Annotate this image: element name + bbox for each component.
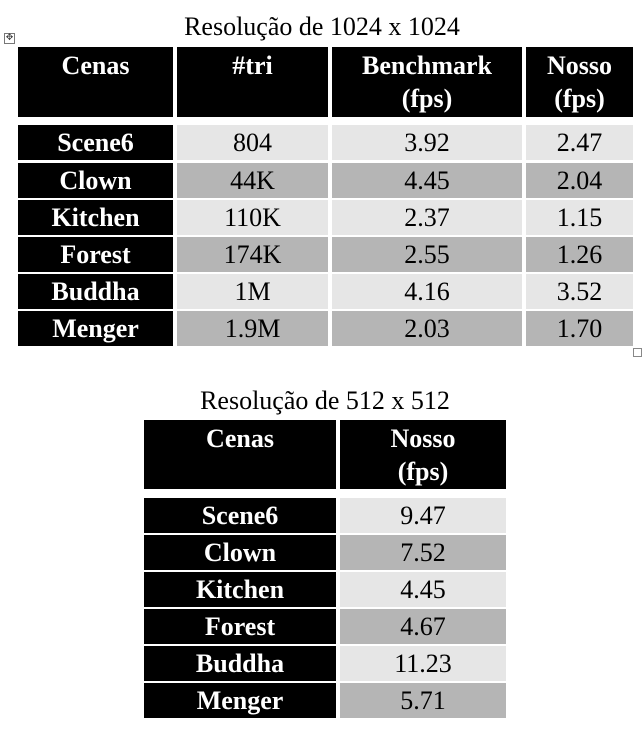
table1-cell: 110K bbox=[177, 200, 328, 235]
table1-cell: 2.37 bbox=[332, 200, 522, 235]
table2-cell: 5.71 bbox=[340, 683, 506, 718]
table1-row-label: Menger bbox=[18, 311, 173, 346]
table2-row-label: Clown bbox=[144, 535, 336, 570]
table2-header-cell: Nosso (fps) bbox=[340, 420, 506, 489]
table1-header-cell: Benchmark (fps) bbox=[332, 47, 522, 117]
table1-cell: 2.04 bbox=[526, 163, 633, 198]
table2-cell: 11.23 bbox=[340, 646, 506, 681]
table1-cell: 1.70 bbox=[526, 311, 633, 346]
table1-cell: 1.26 bbox=[526, 237, 633, 272]
table1-row-label: Forest bbox=[18, 237, 173, 272]
move-anchor-icon[interactable]: ✥ bbox=[4, 33, 15, 44]
table2-cell: 7.52 bbox=[340, 535, 506, 570]
table2-cell: 4.45 bbox=[340, 572, 506, 607]
table1-cell: 804 bbox=[177, 125, 328, 160]
table2-row-label: Kitchen bbox=[144, 572, 336, 607]
table1-row-label: Clown bbox=[18, 163, 173, 198]
table1-cell: 4.45 bbox=[332, 163, 522, 198]
table1-cell: 3.52 bbox=[526, 274, 633, 309]
table1-header-cell: Nosso (fps) bbox=[526, 47, 633, 117]
table1-cell: 2.03 bbox=[332, 311, 522, 346]
table1-cell: 2.47 bbox=[526, 125, 633, 160]
table1-header-cell: #tri bbox=[177, 47, 328, 117]
table1-cell: 1.15 bbox=[526, 200, 633, 235]
table2-row-label: Buddha bbox=[144, 646, 336, 681]
table1-cell: 44K bbox=[177, 163, 328, 198]
table2-row-label: Scene6 bbox=[144, 498, 336, 533]
table1-cell: 2.55 bbox=[332, 237, 522, 272]
resize-handle-icon[interactable] bbox=[633, 348, 642, 357]
table1-cell: 3.92 bbox=[332, 125, 522, 160]
table2-title: Resolução de 512 x 512 bbox=[200, 386, 450, 415]
table2-row-label: Menger bbox=[144, 683, 336, 718]
table2-header-cell: Cenas bbox=[144, 420, 336, 489]
table1-cell: 1M bbox=[177, 274, 328, 309]
table1-row-label: Scene6 bbox=[18, 125, 173, 160]
table1-cell: 4.16 bbox=[332, 274, 522, 309]
table1-cell: 174K bbox=[177, 237, 328, 272]
table2-cell: 4.67 bbox=[340, 609, 506, 644]
table1-row-label: Buddha bbox=[18, 274, 173, 309]
table2-cell: 9.47 bbox=[340, 498, 506, 533]
table1-row-label: Kitchen bbox=[18, 200, 173, 235]
table1-header-cell: Cenas bbox=[18, 47, 173, 117]
table1-title: Resolução de 1024 x 1024 bbox=[184, 12, 460, 41]
table2-row-label: Forest bbox=[144, 609, 336, 644]
table1-cell: 1.9M bbox=[177, 311, 328, 346]
